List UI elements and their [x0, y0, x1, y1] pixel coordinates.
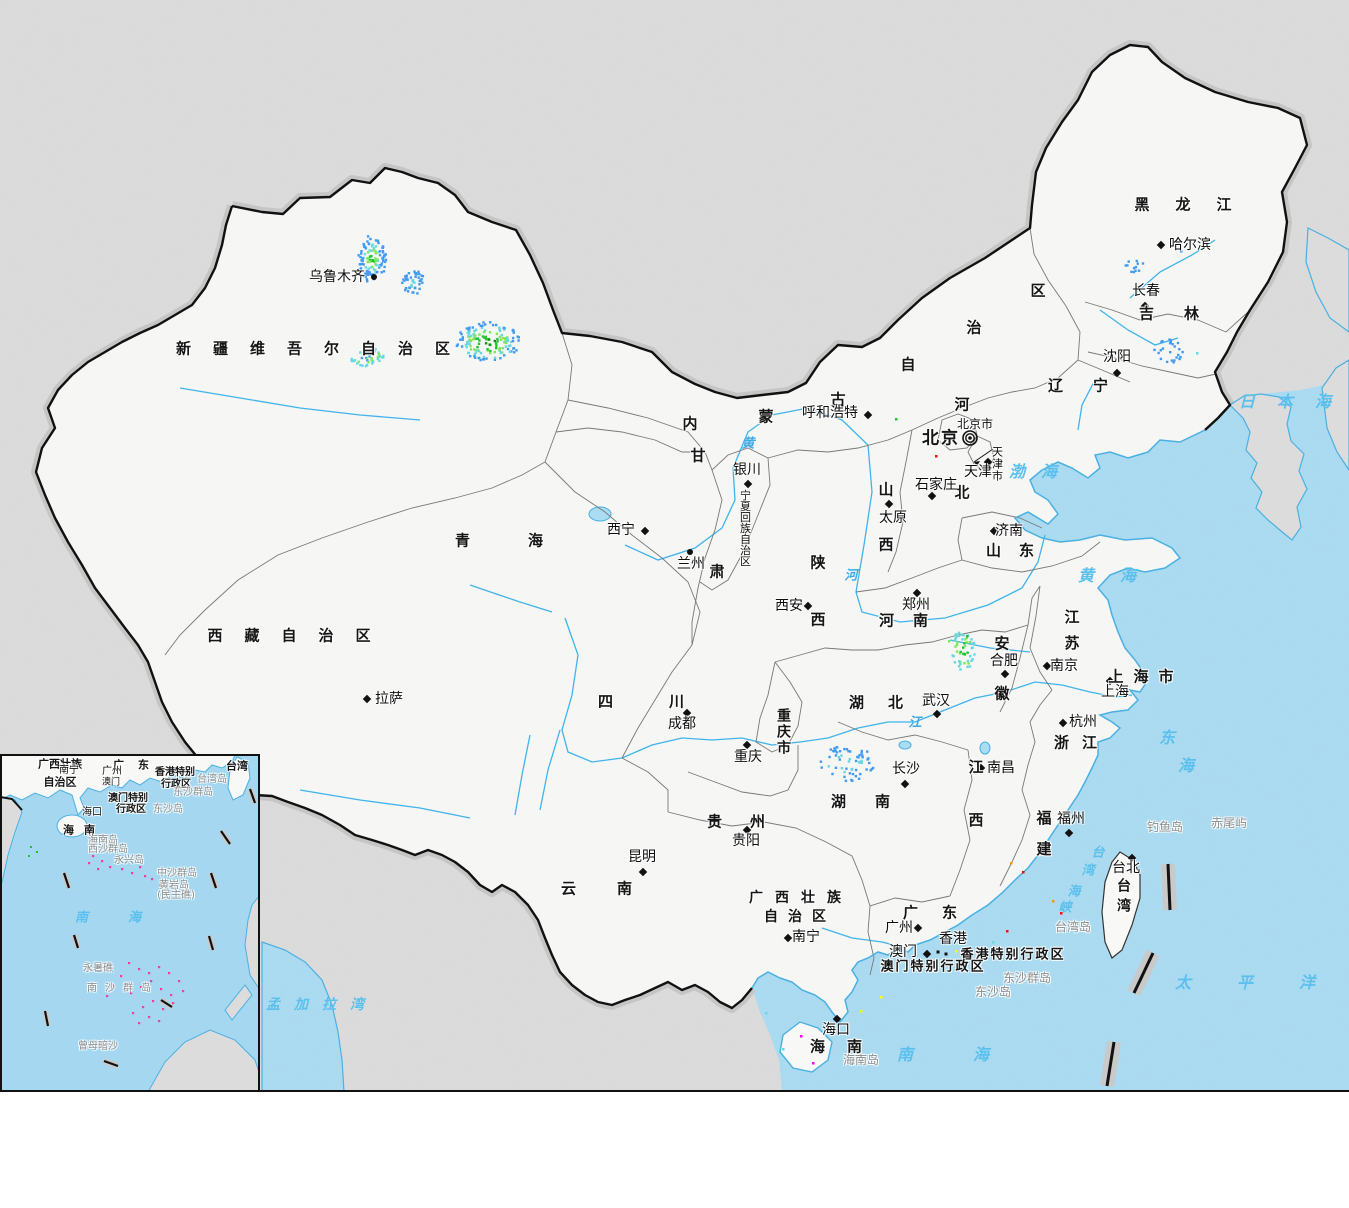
taiwan-island [1101, 851, 1141, 959]
capital-symbol [962, 430, 978, 446]
radar-echoes [350, 235, 1199, 1065]
inset-hainan [56, 814, 88, 838]
poyang-lake [979, 741, 991, 755]
city-diamond-marker [1105, 676, 1115, 686]
japan-island [1305, 227, 1349, 472]
city-markers [51, 240, 1166, 1024]
south-china-sea-inset [1, 755, 259, 1091]
city-diamond-marker [884, 499, 894, 509]
inset-china-border [1, 796, 23, 811]
city-diamond-marker [743, 479, 753, 489]
inset-vietnam [1, 796, 23, 889]
nine-dash-line [1100, 863, 1177, 1088]
city-diamond-marker [1064, 828, 1074, 838]
map-bottom-border [0, 1090, 1349, 1092]
map-canvas [0, 0, 1349, 1092]
city-diamond-marker [1127, 853, 1137, 863]
inset-taiwan [227, 756, 251, 801]
national-border [34, 43, 1309, 1010]
legend-panel: 全国雷达拼图 [2025-12-11 07:30:00] [ 组合反射率 ] d… [0, 1092, 1349, 1208]
city-diamond-marker [362, 694, 372, 704]
city-diamond-marker [912, 588, 922, 598]
city-diamond-marker [922, 949, 932, 959]
city-dot-marker [371, 274, 377, 280]
city-diamond-marker [989, 526, 999, 536]
city-diamond-marker [803, 601, 813, 611]
hainan-island [779, 1021, 833, 1073]
city-diamond-marker [932, 709, 942, 719]
small-marker [944, 952, 948, 956]
inset-mainland [1, 755, 236, 817]
city-diamond-marker [863, 410, 873, 420]
coastline [751, 429, 1206, 1024]
small-marker [936, 950, 940, 954]
city-diamond-marker [832, 1014, 842, 1024]
city-diamond-marker [640, 526, 650, 536]
city-diamond-marker [638, 867, 648, 877]
city-dot-marker [687, 549, 693, 555]
rivers [179, 239, 1216, 949]
province-boundaries [164, 227, 1249, 976]
qinghai-lake [588, 506, 612, 522]
tianjin-arrow [973, 448, 994, 466]
china-radar-map: 黑龙江 吉林 辽宁内蒙古自治区新疆维吾尔自治区 西藏自治区 青海甘肃陕西山西河北山东 河南… [0, 0, 1349, 1092]
city-diamond-marker [742, 825, 752, 835]
city-diamond-marker [913, 923, 923, 933]
city-diamond-marker [976, 763, 986, 773]
city-diamond-marker [983, 457, 993, 467]
city-diamond-marker [1112, 368, 1122, 378]
city-diamond-marker [1000, 669, 1010, 679]
city-diamond-marker [1058, 718, 1068, 728]
city-diamond-marker [1140, 301, 1150, 311]
city-diamond-marker [742, 740, 752, 750]
city-diamond-marker [783, 933, 793, 943]
inset-borneo [147, 1029, 259, 1091]
city-diamond-marker [1042, 661, 1052, 671]
dongting-lake [898, 740, 912, 750]
city-diamond-marker [927, 491, 937, 501]
city-diamond-marker [900, 779, 910, 789]
city-diamond-marker [682, 708, 692, 718]
inset-philippines [224, 895, 259, 1021]
korea-peninsula [1229, 393, 1308, 541]
